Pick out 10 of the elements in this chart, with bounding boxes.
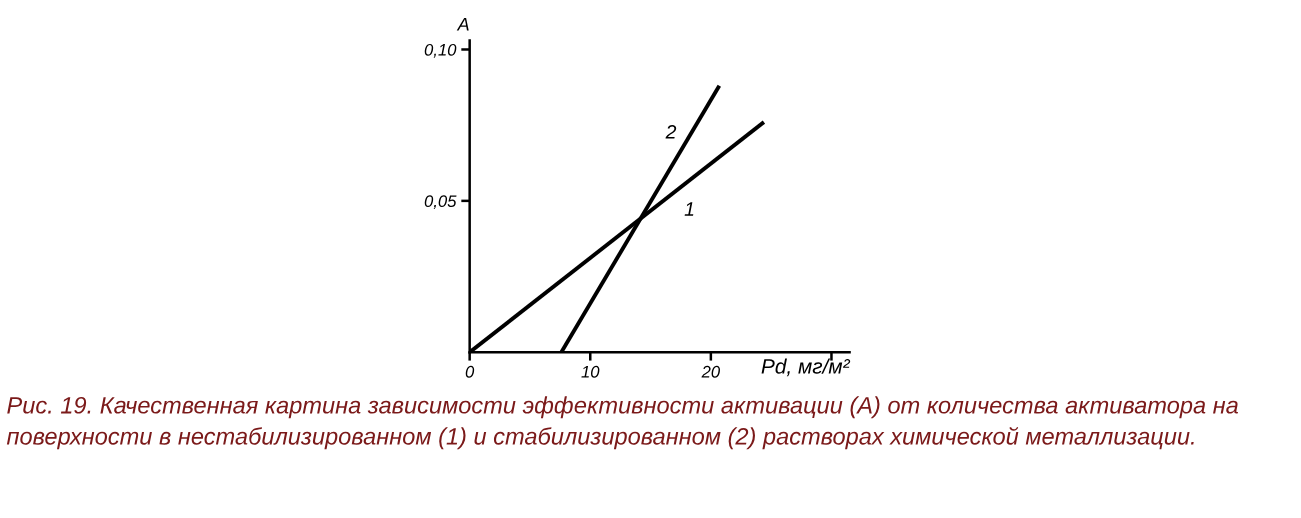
y-axis-title: A	[456, 18, 469, 31]
text: Рис. 19. Качественная картина зависимости эффективности активации (А) от количества активатора на поверхности в нестабилизированном (1) и стабилизированном (2) растворах химической металлизации.	[6, 396, 1238, 450]
x-axis-title: Pd, мг/м²	[761, 358, 851, 377]
series-label: 2	[665, 125, 677, 139]
y-tick-label: 0,05	[424, 195, 457, 210]
x-tick-label: 10	[581, 365, 600, 378]
y-tick-label: 0,10	[424, 43, 457, 58]
series-label: 1	[684, 202, 694, 216]
x-tick-label: 0	[465, 365, 475, 378]
x-tick-label: 20	[701, 365, 720, 378]
